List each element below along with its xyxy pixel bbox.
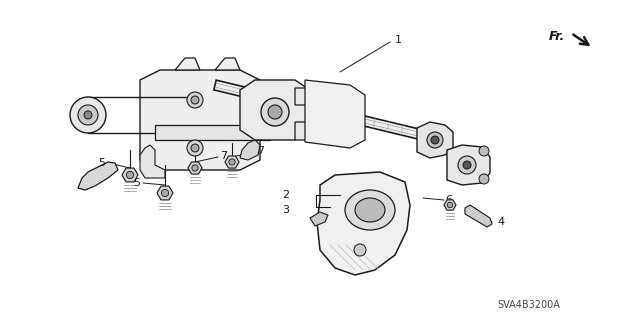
Circle shape [191, 96, 199, 104]
Text: 3: 3 [282, 205, 289, 215]
Circle shape [187, 92, 203, 108]
Circle shape [187, 140, 203, 156]
Circle shape [192, 165, 198, 171]
Ellipse shape [355, 198, 385, 222]
Text: 5: 5 [133, 178, 140, 188]
Circle shape [191, 144, 199, 152]
Polygon shape [175, 58, 200, 70]
Polygon shape [310, 212, 328, 226]
Polygon shape [417, 122, 453, 158]
Polygon shape [295, 88, 350, 105]
Polygon shape [188, 162, 202, 174]
Circle shape [479, 174, 489, 184]
Text: 2: 2 [282, 190, 289, 200]
Polygon shape [214, 80, 436, 143]
Text: 5: 5 [98, 158, 105, 168]
Polygon shape [78, 162, 118, 190]
Circle shape [70, 97, 106, 133]
Polygon shape [317, 172, 410, 275]
Ellipse shape [345, 190, 395, 230]
Circle shape [261, 98, 289, 126]
Text: 7: 7 [220, 151, 227, 161]
Circle shape [427, 132, 443, 148]
Polygon shape [444, 200, 456, 210]
Circle shape [78, 105, 98, 125]
Polygon shape [140, 70, 260, 170]
Polygon shape [295, 122, 350, 140]
Circle shape [229, 159, 235, 165]
Polygon shape [155, 125, 270, 140]
Circle shape [127, 171, 134, 179]
Text: SVA4B3200A: SVA4B3200A [497, 300, 560, 310]
Polygon shape [305, 80, 365, 148]
Circle shape [161, 189, 168, 197]
Circle shape [84, 111, 92, 119]
Circle shape [463, 161, 471, 169]
Circle shape [447, 202, 452, 208]
Circle shape [268, 105, 282, 119]
Polygon shape [215, 58, 240, 70]
Text: 6: 6 [445, 195, 452, 205]
Polygon shape [225, 156, 239, 168]
Circle shape [479, 146, 489, 156]
Circle shape [354, 244, 366, 256]
Polygon shape [240, 80, 310, 140]
Polygon shape [447, 145, 490, 185]
Text: 1: 1 [395, 35, 402, 45]
Polygon shape [140, 145, 165, 178]
Circle shape [458, 156, 476, 174]
Polygon shape [465, 205, 492, 227]
Text: 4: 4 [497, 217, 504, 227]
Polygon shape [240, 140, 260, 160]
Text: Fr.: Fr. [548, 29, 565, 42]
Text: 7: 7 [257, 146, 264, 156]
Circle shape [431, 136, 439, 144]
Polygon shape [122, 168, 138, 182]
Polygon shape [157, 186, 173, 200]
